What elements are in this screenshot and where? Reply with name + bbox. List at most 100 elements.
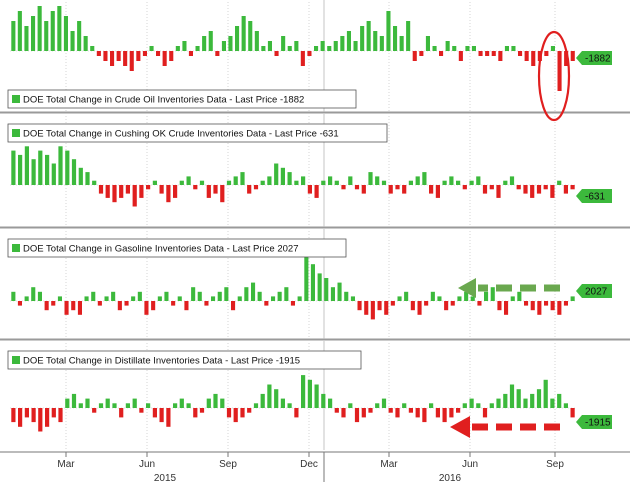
bar (346, 31, 351, 51)
bar (314, 46, 319, 51)
legend-swatch (12, 129, 20, 137)
bar (516, 389, 521, 408)
bar (543, 185, 548, 190)
bar (177, 296, 182, 301)
bar (462, 185, 467, 190)
bar (424, 301, 429, 306)
bar (206, 398, 211, 408)
bar (186, 176, 191, 185)
bar (280, 167, 285, 185)
bar (287, 46, 292, 51)
bar (353, 41, 358, 51)
bar (469, 398, 474, 408)
bar (419, 51, 424, 56)
bar (435, 408, 440, 418)
bar (287, 403, 292, 408)
bar (543, 379, 548, 408)
bar (45, 154, 50, 185)
bar (274, 163, 279, 185)
legend-swatch (12, 95, 20, 103)
bar (31, 16, 36, 51)
bar (482, 185, 488, 194)
bar (408, 180, 413, 185)
red-arrow (450, 416, 560, 438)
bar (432, 46, 437, 51)
bar (24, 146, 29, 185)
bar (337, 282, 342, 301)
bar (435, 185, 440, 198)
bar (129, 51, 134, 71)
bar (125, 185, 130, 194)
bar (390, 301, 395, 306)
bar (38, 150, 43, 185)
bar (233, 176, 238, 185)
bar (314, 384, 319, 408)
bar (429, 403, 434, 408)
bar (105, 398, 110, 408)
bar (193, 185, 198, 190)
bar (253, 185, 259, 190)
bar (524, 301, 529, 306)
bar (64, 301, 69, 315)
tag-text: -1915 (585, 418, 611, 429)
bar (294, 180, 299, 185)
bar (162, 51, 167, 66)
bar (388, 185, 393, 194)
bar (563, 185, 568, 194)
bar (449, 408, 454, 418)
bar (550, 398, 555, 408)
green-arrow (458, 278, 560, 298)
bar (402, 403, 407, 408)
tag-shape (576, 284, 612, 298)
bar (78, 403, 83, 408)
bar (350, 296, 355, 301)
bar (377, 301, 382, 311)
tag-shape (576, 51, 612, 65)
legend-box (7, 350, 362, 370)
bar (570, 408, 575, 418)
tag-shape (576, 415, 612, 429)
bar (379, 36, 384, 51)
bar (294, 41, 299, 51)
bar (274, 51, 279, 56)
bar (516, 185, 521, 190)
bar (116, 51, 121, 61)
bar (489, 185, 494, 190)
bar (509, 384, 515, 408)
bar (57, 296, 62, 301)
bar (125, 403, 130, 408)
series-legend: DOE Total Change in Cushing OK Crude Inv… (7, 123, 388, 143)
bar (531, 51, 536, 66)
bar (517, 291, 522, 301)
bar (564, 51, 569, 66)
bar (85, 398, 90, 408)
label-layer: DOE Total Change in Crude Oil Inventorie… (7, 51, 612, 429)
bar (524, 51, 529, 61)
bar (511, 46, 516, 51)
bar (469, 180, 474, 185)
bar (91, 291, 96, 301)
bar (104, 296, 109, 301)
tag-text: -631 (585, 192, 605, 203)
bar (404, 291, 409, 301)
bar (399, 36, 404, 51)
bar (17, 301, 22, 306)
bar (536, 389, 542, 408)
bar (422, 408, 427, 423)
bar (240, 408, 245, 418)
bar (131, 296, 136, 301)
bar (195, 46, 200, 51)
bar (213, 185, 218, 194)
bar (395, 185, 400, 190)
bar (370, 301, 375, 320)
bar (11, 291, 16, 301)
bar (188, 51, 193, 56)
bar (563, 403, 568, 408)
bar (314, 185, 319, 198)
bar (357, 301, 362, 311)
bar (478, 51, 483, 56)
bar (498, 51, 503, 61)
bar (149, 46, 154, 51)
bar (503, 393, 508, 408)
